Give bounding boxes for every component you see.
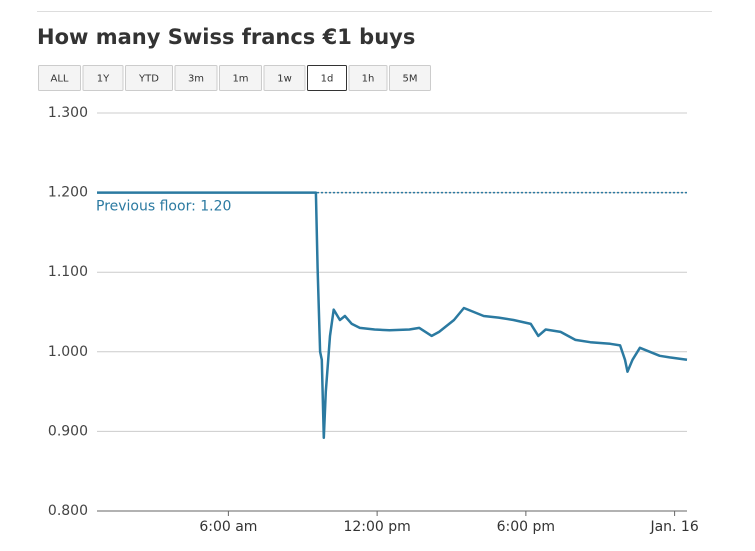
y-tick-label: 0.800 [48, 503, 88, 519]
range-button[interactable] [263, 65, 306, 91]
x-tick-label: 6:00 am [199, 519, 257, 535]
range-button-label: 1d [321, 74, 334, 85]
range-button-label: 5M [403, 74, 418, 85]
y-tick-label: 1.000 [48, 344, 88, 360]
range-button[interactable] [348, 65, 388, 91]
y-tick-label: 1.200 [48, 185, 88, 201]
range-button-label: ALL [51, 74, 69, 85]
y-tick-label: 1.300 [48, 105, 88, 121]
range-button-label: 1w [277, 74, 292, 85]
range-button[interactable] [82, 65, 124, 91]
range-button[interactable] [219, 65, 262, 91]
range-button-label: 1m [232, 74, 248, 85]
range-button[interactable] [174, 65, 218, 91]
x-tick-label: 6:00 pm [497, 519, 555, 535]
series-line [97, 191, 688, 440]
range-button[interactable] [389, 65, 431, 91]
range-button-label: 1Y [97, 74, 110, 85]
reference-label: Previous floor: 1.20 [96, 199, 231, 215]
chart-title: How many Swiss francs €1 buys [37, 25, 415, 49]
y-tick-label: 1.100 [48, 264, 88, 280]
range-button-label: 3m [188, 74, 204, 85]
range-button-label: 1h [362, 74, 375, 85]
range-button[interactable] [38, 65, 81, 91]
range-button[interactable] [307, 65, 347, 91]
x-tick-label: Jan. 16 [649, 519, 698, 535]
range-button-label: YTD [138, 74, 159, 85]
x-tick-label: 12:00 pm [343, 519, 410, 535]
range-button[interactable] [125, 65, 173, 91]
y-tick-label: 0.900 [48, 423, 88, 439]
